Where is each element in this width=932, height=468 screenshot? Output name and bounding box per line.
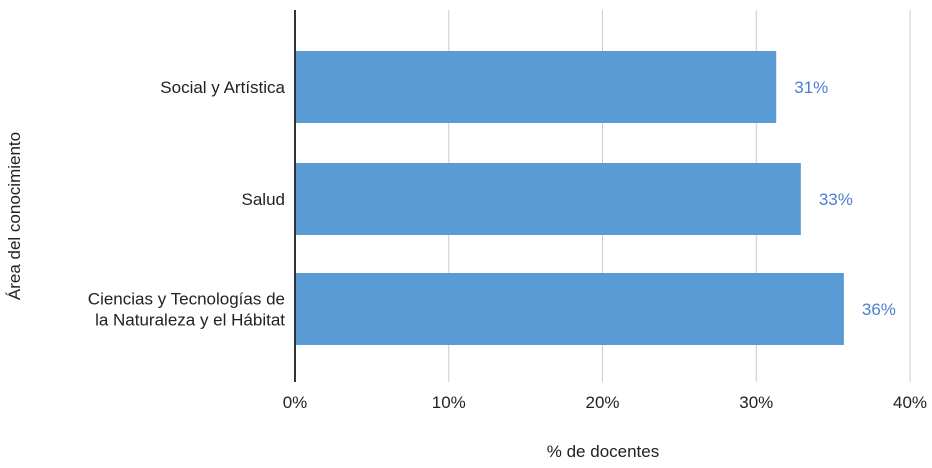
x-axis-title: % de docentes: [547, 442, 659, 461]
category-label-1: Salud: [242, 190, 285, 209]
x-tick-label-4: 40%: [893, 393, 927, 412]
y-axis-title: Área del conocimiento: [5, 132, 24, 300]
x-tick-label-1: 10%: [432, 393, 466, 412]
bar-1: [295, 163, 801, 235]
data-labels: 31% 33% 36%: [794, 78, 896, 319]
data-label-1: 33%: [819, 190, 853, 209]
x-tick-label-2: 20%: [585, 393, 619, 412]
data-label-0: 31%: [794, 78, 828, 97]
bar-2: [295, 273, 844, 345]
data-label-2: 36%: [862, 300, 896, 319]
bars: [295, 51, 844, 345]
category-labels: Social y Artística Salud Ciencias y Tecnol…: [88, 78, 286, 330]
x-tick-label-3: 30%: [739, 393, 773, 412]
bar-0: [295, 51, 777, 123]
x-tick-label-0: 0%: [283, 393, 308, 412]
x-tick-labels: 0% 10% 20% 30% 40%: [283, 393, 927, 412]
category-label-2: Ciencias y Tecnologías de la Naturaleza y…: [88, 290, 285, 330]
category-label-0: Social y Artística: [160, 78, 285, 97]
